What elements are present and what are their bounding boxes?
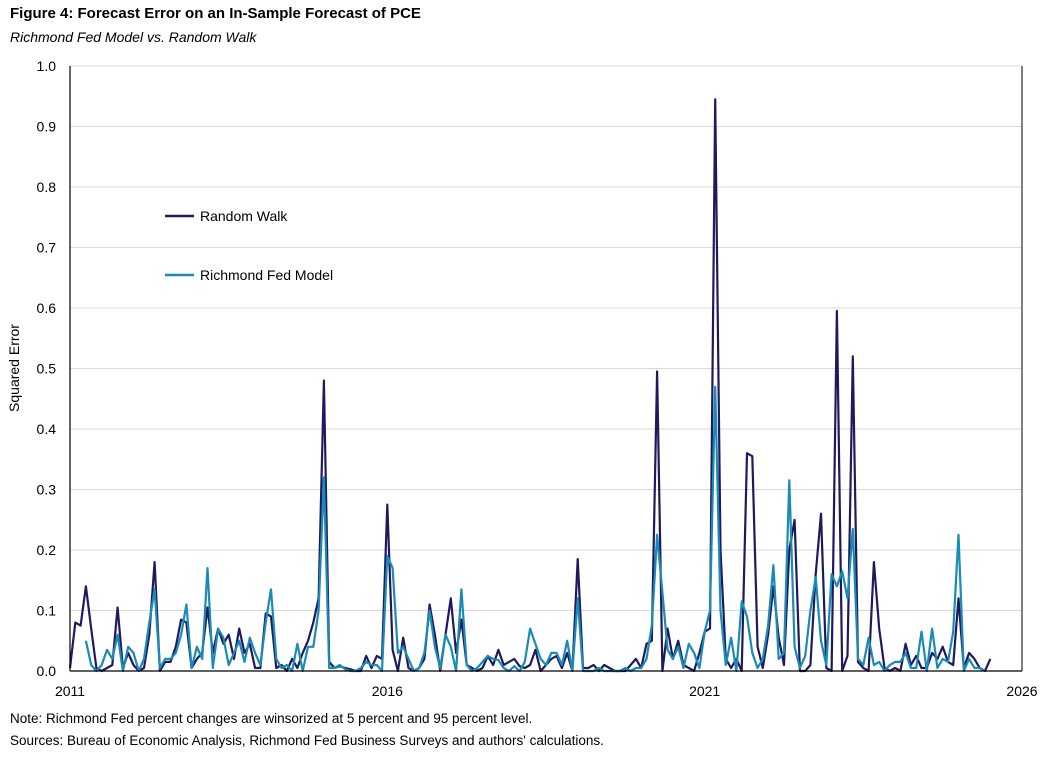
y-tick-label: 0.1: [37, 603, 57, 619]
y-tick-label: 0.7: [37, 240, 57, 256]
y-tick-label: 0.2: [37, 542, 57, 558]
y-tick-label: 0.8: [37, 179, 57, 195]
y-tick-label: 0.3: [37, 482, 57, 498]
x-tick-label: 2021: [689, 683, 720, 699]
y-tick-label: 0.0: [37, 663, 57, 679]
y-tick-label: 0.4: [37, 421, 57, 437]
legend: Random Walk Richmond Fed Model: [165, 208, 333, 283]
y-tick-label: 0.6: [37, 300, 57, 316]
chart-subtitle: Richmond Fed Model vs. Random Walk: [10, 29, 257, 45]
legend-label: Richmond Fed Model: [200, 267, 333, 283]
y-tick-label: 0.9: [37, 119, 57, 135]
y-axis-label: Squared Error: [6, 324, 22, 412]
y-tick-label: 0.5: [37, 361, 57, 377]
x-tick-label: 2011: [55, 683, 85, 699]
y-tick-label: 1.0: [37, 58, 57, 74]
x-tick-labels: 2011 2016 2021 2026: [55, 683, 1038, 699]
chart-note: Note: Richmond Fed percent changes are w…: [10, 711, 533, 726]
x-tick-label: 2026: [1006, 683, 1037, 699]
legend-label: Random Walk: [200, 208, 288, 224]
series-line-richmond-fed-model: [84, 385, 986, 673]
y-tick-labels: 0.0 0.1 0.2 0.3 0.4 0.5 0.6 0.7 0.8 0.9 1.0: [37, 58, 57, 679]
axes: [69, 66, 1023, 672]
gridlines: [70, 65, 1022, 611]
x-tick-label: 2016: [372, 683, 403, 699]
chart-sources: Sources: Bureau of Economic Analysis, Ri…: [10, 733, 604, 748]
series-lines: [68, 98, 992, 673]
chart-title: Figure 4: Forecast Error on an In-Sample…: [10, 5, 421, 22]
series-line-random-walk: [68, 98, 992, 673]
